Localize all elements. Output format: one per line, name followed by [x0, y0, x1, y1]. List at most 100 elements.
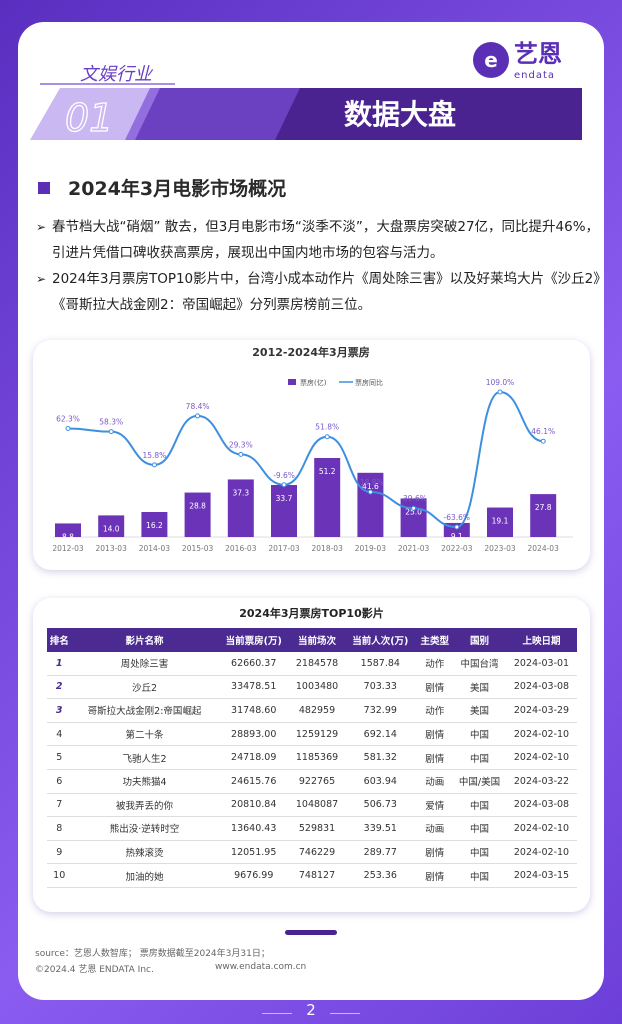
- heading: 2024年3月电影市场概况: [68, 178, 287, 200]
- table-row: 8 熊出没·逆转时空 13640.43 529831 339.51 动画 中国 2024-02…: [47, 816, 577, 841]
- copyright: ©2024.4 艺恩 ENDATA Inc.: [35, 965, 154, 975]
- table-cell: 中国台湾: [453, 652, 506, 676]
- line-point: [324, 434, 330, 440]
- legend-label: 票房同比: [355, 378, 383, 387]
- logo-mark: [473, 42, 509, 78]
- line-point: [540, 438, 546, 444]
- table-cell: 5: [47, 745, 72, 770]
- table-cell: 3: [47, 698, 72, 723]
- table-cell: 中国: [453, 840, 506, 865]
- table-cell: 31748.60: [217, 698, 290, 723]
- bullet: 春节档大战“硝烟” 散去，但3月电影市场“淡季不淡”，大盘票房突破27亿，同比提…: [36, 214, 602, 266]
- table-cell: 506.73: [344, 793, 417, 818]
- bar-label: 16.2: [146, 521, 163, 530]
- page-title: 数据大盘: [344, 98, 456, 131]
- column-header: 当前票房(万): [217, 628, 290, 652]
- table-row: 9 热辣滚烫 12051.95 746229 289.77 剧情 中国 2024-02-10: [47, 840, 577, 865]
- table-cell: 9676.99: [217, 863, 290, 888]
- table-cell: 7: [47, 793, 72, 818]
- x-tick-label: 2023-03: [484, 544, 516, 553]
- table-cell: 2184578: [289, 652, 345, 676]
- table-cell: 加油的她: [71, 863, 218, 888]
- bar-label: 33.7: [276, 494, 293, 503]
- bar-label: 28.8: [189, 502, 206, 511]
- table-cell: 被我弄丢的你: [71, 793, 218, 818]
- line-label: -9.6%: [273, 471, 295, 480]
- line-label: -63.6%: [444, 513, 471, 522]
- table-cell: 10: [47, 863, 72, 888]
- table-cell: 1003480: [289, 675, 345, 700]
- table-cell: 529831: [289, 816, 345, 841]
- line-point: [108, 429, 114, 435]
- table-cell: 8: [47, 816, 72, 841]
- bar: [400, 498, 427, 537]
- table-cell: 1587.84: [344, 652, 417, 676]
- table-panel: 2024年3月票房TOP10影片 排名 影片名称 当前票房(万) 当前场次 当前人次(万…: [33, 598, 590, 912]
- table-row: 5 飞驰人生2 24718.09 1185369 581.32 剧情 中国 2024-02-1…: [47, 745, 577, 770]
- bar: [227, 479, 254, 537]
- table-cell: 692.14: [344, 722, 417, 747]
- site: www.endata.com.cn: [215, 962, 307, 972]
- page-rule: [330, 1013, 360, 1014]
- logo-e: e: [484, 48, 498, 72]
- bar: [487, 507, 513, 537]
- x-tick-label: 2024-03: [528, 544, 560, 553]
- table-cell: 9: [47, 840, 72, 865]
- table-cell: 中国: [453, 745, 506, 770]
- x-tick-label: 2018-03: [312, 544, 344, 553]
- section: 文娱行业: [80, 64, 154, 85]
- bar-label: 25.0: [405, 507, 422, 516]
- table-cell: 飞驰人生2: [71, 745, 218, 770]
- line-label: 15.8%: [142, 451, 166, 460]
- table-cell: 482959: [289, 698, 345, 723]
- bar: [314, 458, 341, 537]
- source: source：艺恩人数智库； 票房数据截至2024年3月31日；: [35, 949, 270, 959]
- table-cell: 28893.00: [217, 722, 290, 747]
- legend-label: 票房(亿): [300, 378, 327, 387]
- table-cell: 中国: [453, 816, 506, 841]
- bar-label: 19.1: [492, 517, 509, 526]
- line-point: [411, 505, 417, 511]
- table-row: 7 被我弄丢的你 20810.84 1048087 506.73 爱情 中国 2024-03-…: [47, 793, 577, 818]
- table-cell: 581.32: [344, 745, 417, 770]
- chart-title: 2012-2024年3月票房: [252, 345, 369, 359]
- line-label: 78.4%: [186, 402, 210, 411]
- table-cell: 2024-03-22: [506, 769, 577, 794]
- line-label: -39.6%: [400, 494, 427, 503]
- table-cell: 922765: [289, 769, 345, 794]
- bar-label: 14.0: [103, 524, 120, 533]
- brand: 艺恩: [514, 40, 562, 68]
- table-row: 10 加油的她 9676.99 748127 253.36 剧情 中国 2024-03-15: [47, 863, 577, 888]
- line-label: 51.8%: [315, 423, 339, 432]
- line-label: 29.3%: [229, 440, 253, 449]
- heading-marker: [38, 182, 50, 194]
- table-cell: 中国: [453, 722, 506, 747]
- legend-swatch: [288, 379, 296, 385]
- table-cell: 2024-03-29: [506, 698, 577, 723]
- table-cell: 剧情: [416, 863, 454, 888]
- table-row: 1 周处除三害 62660.37 2184578 1587.84 动作 中国台湾 2024-0…: [47, 652, 577, 676]
- table-cell: 13640.43: [217, 816, 290, 841]
- table-cell: 703.33: [344, 675, 417, 700]
- bar-label: 27.8: [535, 503, 552, 512]
- table-cell: 2024-02-10: [506, 816, 577, 841]
- line-point: [238, 451, 244, 457]
- brand-sub: endata: [514, 70, 555, 81]
- line-point: [497, 389, 503, 395]
- table-cell: 1: [47, 652, 72, 676]
- x-tick-label: 2014-03: [139, 544, 171, 553]
- x-tick-label: 2021-03: [398, 544, 430, 553]
- line-label: 62.3%: [56, 415, 80, 424]
- line-point: [367, 489, 373, 495]
- table-cell: 746229: [289, 840, 345, 865]
- bar-label: 51.2: [319, 467, 336, 476]
- chart: 2012-2024年3月票房 票房(亿) 票房同比 2012-03 2013-03 20…: [52, 345, 573, 553]
- line-label: 58.3%: [99, 418, 123, 427]
- table-cell: 剧情: [416, 675, 454, 700]
- table-cell: 2024-03-08: [506, 793, 577, 818]
- table-cell: 功夫熊猫4: [71, 769, 218, 794]
- line-label: 109.0%: [486, 378, 515, 387]
- table-cell: 剧情: [416, 745, 454, 770]
- table-cell: 爱情: [416, 793, 454, 818]
- table-cell: 第二十条: [71, 722, 218, 747]
